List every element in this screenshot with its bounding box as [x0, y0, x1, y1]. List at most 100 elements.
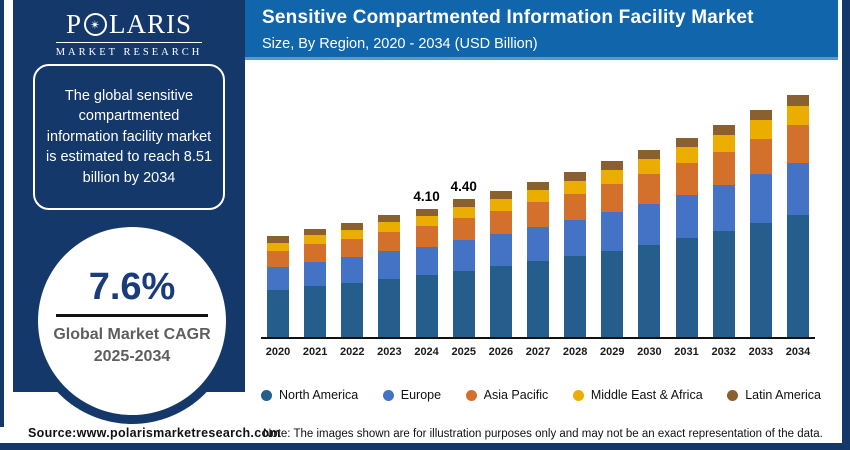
segment-europe-2021 — [304, 261, 327, 286]
logo-letters-laris: LARIS — [109, 9, 193, 39]
segment-europe-2022 — [341, 257, 364, 283]
title-banner: Sensitive Compartmented Information Faci… — [245, 0, 838, 60]
segment-asia-pacific-2030 — [638, 174, 661, 204]
chart-area: 2020 2021 2022 2023 2024 4.10 2025 4.40 2026 2027… — [245, 60, 842, 443]
compass-star-icon: ✴ — [84, 13, 107, 36]
segment-europe-2024 — [415, 246, 438, 276]
x-axis-line — [261, 337, 815, 339]
segment-asia-pacific-2021 — [304, 244, 327, 262]
year-label-2032: 2032 — [711, 346, 736, 358]
legend-dot-icon-north-america — [261, 389, 272, 401]
plot: 2020 2021 2022 2023 2024 4.10 2025 4.40 2026 2027… — [261, 60, 815, 358]
segment-north-america-2024 — [415, 275, 438, 337]
bar-stack-2021 — [304, 229, 327, 337]
bar-2024: 2024 4.10 — [413, 189, 439, 358]
segment-middle-east-africa-2021 — [304, 235, 327, 245]
segment-north-america-2033 — [749, 222, 772, 337]
year-label-2033: 2033 — [748, 346, 774, 358]
value-label-2025: 4.40 — [450, 179, 477, 195]
bar-2020: 2020 — [266, 236, 290, 358]
bar-2027: 2027 — [526, 182, 550, 358]
segment-north-america-2028 — [564, 256, 587, 337]
segment-latin-america-2029 — [601, 161, 624, 170]
segment-latin-america-2034 — [786, 95, 809, 106]
segment-asia-pacific-2026 — [489, 210, 512, 234]
segment-latin-america-2023 — [378, 215, 401, 222]
segment-asia-pacific-2024 — [415, 226, 438, 247]
segment-europe-2026 — [489, 233, 512, 267]
segment-middle-east-africa-2027 — [526, 189, 549, 203]
segment-asia-pacific-2032 — [712, 152, 735, 186]
segment-middle-east-africa-2022 — [341, 229, 364, 239]
legend-dot-icon-latin-america — [727, 389, 739, 401]
segment-asia-pacific-2020 — [267, 250, 289, 268]
bar-2033: 2033 — [749, 110, 773, 358]
bottom-border-strip — [0, 443, 850, 450]
segment-europe-2033 — [749, 174, 772, 223]
legend-label-latin-america: Latin America — [745, 388, 821, 402]
segment-europe-2030 — [638, 203, 661, 245]
segment-middle-east-africa-2028 — [564, 180, 587, 195]
year-label-2023: 2023 — [377, 346, 402, 358]
year-label-2022: 2022 — [340, 346, 365, 358]
segment-north-america-2031 — [675, 237, 698, 337]
year-label-2025: 2025 — [451, 346, 476, 358]
segment-latin-america-2024 — [415, 208, 438, 216]
year-label-2027: 2027 — [525, 346, 551, 358]
segment-latin-america-2030 — [638, 150, 661, 160]
segment-north-america-2027 — [526, 261, 549, 337]
segment-latin-america-2032 — [712, 125, 735, 136]
segment-middle-east-africa-2029 — [601, 169, 624, 185]
segment-latin-america-2026 — [489, 190, 512, 199]
segment-middle-east-africa-2034 — [786, 105, 809, 126]
segment-latin-america-2027 — [526, 182, 549, 190]
bar-stack-2034 — [786, 95, 809, 337]
segment-latin-america-2025 — [452, 199, 475, 207]
segment-middle-east-africa-2032 — [712, 135, 735, 153]
cagr-value: 7.6% — [88, 266, 176, 309]
bar-stack-2028 — [564, 172, 587, 337]
legend-item-asia-pacific: Asia Pacific — [465, 388, 548, 402]
market-summary-text: The global sensitive compartmented infor… — [45, 87, 213, 186]
legend-item-latin-america: Latin America — [727, 388, 821, 402]
segment-europe-2034 — [786, 162, 809, 215]
left-border-strip — [0, 0, 4, 427]
legend-label-middle-east-africa: Middle East & Africa — [590, 388, 703, 402]
segment-north-america-2020 — [267, 289, 289, 337]
polaris-logo: P ✴ LARIS MARKET RESEARCH — [13, 0, 245, 60]
cagr-divider — [56, 314, 208, 318]
segment-asia-pacific-2029 — [601, 184, 624, 212]
segment-latin-america-2022 — [341, 222, 364, 230]
segment-latin-america-2020 — [267, 236, 289, 243]
bar-stack-2031 — [675, 137, 698, 337]
segment-latin-america-2031 — [675, 137, 698, 148]
chart-title: Sensitive Compartmented Information Faci… — [262, 7, 754, 28]
segment-north-america-2029 — [601, 250, 624, 337]
segment-asia-pacific-2031 — [675, 163, 698, 195]
segment-europe-2025 — [452, 240, 475, 271]
segment-asia-pacific-2034 — [786, 125, 809, 163]
bar-2029: 2029 — [600, 161, 625, 358]
segment-middle-east-africa-2031 — [675, 147, 698, 164]
bar-2022: 2022 — [340, 222, 365, 358]
segment-north-america-2030 — [638, 244, 661, 337]
chart-subtitle: Size, By Region, 2020 - 2034 (USD Billio… — [262, 36, 538, 52]
year-label-2028: 2028 — [562, 346, 588, 358]
bar-2023: 2023 — [377, 215, 402, 358]
segment-north-america-2023 — [378, 278, 401, 337]
bar-stack-2030 — [638, 150, 661, 337]
bar-stack-2022 — [341, 222, 364, 337]
bar-stack-2020 — [267, 236, 289, 337]
segment-middle-east-africa-2024 — [415, 215, 438, 227]
logo-wordmark: P ✴ LARIS — [13, 11, 245, 38]
segment-europe-2027 — [526, 227, 549, 262]
year-label-2031: 2031 — [674, 346, 699, 358]
bar-2025: 2025 4.40 — [451, 179, 477, 358]
legend-dot-icon-middle-east-africa — [572, 389, 584, 401]
segment-asia-pacific-2022 — [341, 238, 364, 258]
segment-asia-pacific-2025 — [452, 218, 475, 241]
segment-middle-east-africa-2023 — [378, 221, 401, 232]
segment-europe-2020 — [267, 267, 289, 290]
market-summary-box: The global sensitive compartmented infor… — [33, 64, 225, 210]
segment-asia-pacific-2023 — [378, 231, 401, 252]
